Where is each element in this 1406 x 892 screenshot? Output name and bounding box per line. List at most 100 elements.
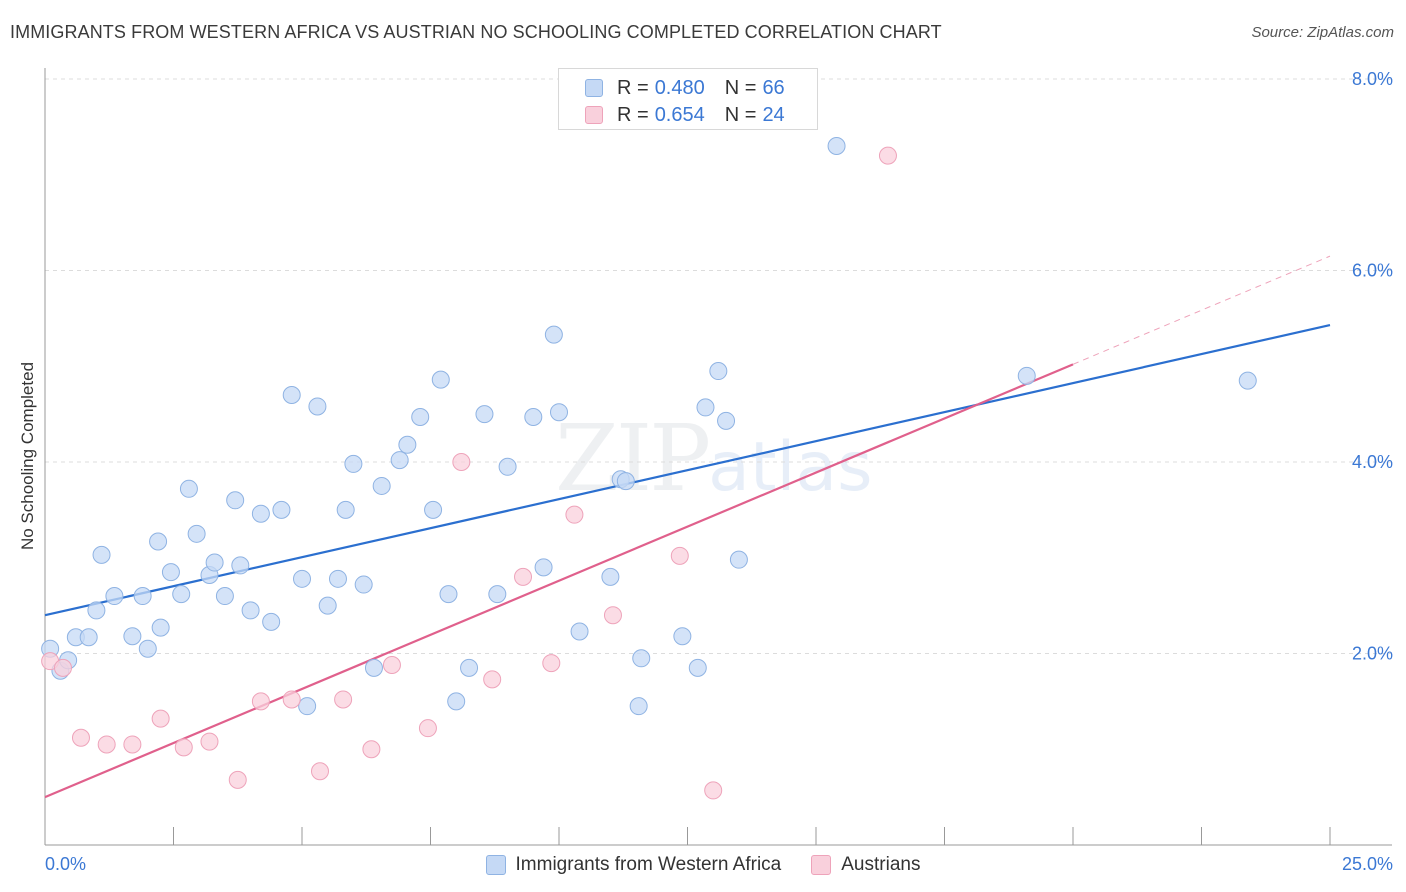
data-point-immigrants: [354, 575, 373, 594]
legend-swatch-pink: [585, 106, 603, 124]
data-point-immigrants: [439, 585, 458, 604]
data-point-austrians: [514, 567, 533, 586]
data-point-immigrants: [827, 137, 846, 156]
legend-r-value: 0.654: [654, 103, 705, 126]
data-point-immigrants: [215, 587, 234, 606]
legend-n-label: N =: [724, 76, 757, 99]
y-tick-label: 4.0%: [1352, 452, 1393, 472]
data-point-immigrants: [632, 649, 651, 668]
legend-label-immigrants: Immigrants from Western Africa: [515, 854, 782, 875]
data-point-immigrants: [105, 587, 124, 606]
data-point-immigrants: [149, 532, 168, 551]
data-point-immigrants: [460, 658, 479, 677]
data-point-immigrants: [298, 697, 317, 716]
legend-n-value: 66: [762, 76, 785, 99]
data-point-austrians: [542, 654, 561, 673]
data-point-immigrants: [498, 457, 517, 476]
data-point-immigrants: [570, 622, 589, 641]
data-points: [41, 137, 1257, 800]
data-point-austrians: [603, 606, 622, 625]
data-point-austrians: [362, 740, 381, 759]
data-point-immigrants: [390, 451, 409, 470]
data-point-immigrants: [709, 362, 728, 381]
data-point-immigrants: [318, 596, 337, 615]
data-point-immigrants: [411, 407, 430, 426]
data-point-immigrants: [475, 405, 494, 424]
data-point-immigrants: [138, 639, 157, 658]
legend-item-austrians: Austrians: [811, 854, 920, 876]
data-point-austrians: [97, 735, 116, 754]
trend-line-immigrants: [44, 324, 1331, 617]
data-point-immigrants: [688, 658, 707, 677]
data-point-austrians: [334, 690, 353, 709]
data-point-immigrants: [550, 403, 568, 422]
trend-line-austrians: [44, 363, 1074, 799]
data-point-immigrants: [372, 476, 391, 495]
legend-r-value: 0.480: [654, 76, 705, 99]
data-point-austrians: [282, 690, 301, 709]
watermark-atlas: atlas: [708, 428, 873, 507]
data-point-immigrants: [172, 585, 191, 604]
data-point-immigrants: [133, 587, 152, 606]
data-point-immigrants: [179, 479, 198, 498]
data-point-immigrants: [629, 697, 648, 716]
data-point-austrians: [704, 781, 723, 800]
legend-r-label: R =: [617, 103, 649, 126]
data-point-immigrants: [282, 385, 301, 404]
data-point-immigrants: [251, 504, 270, 523]
data-point-immigrants: [488, 585, 507, 604]
legend-swatch-pink: [811, 855, 832, 875]
data-point-immigrants: [293, 569, 311, 588]
data-point-immigrants: [424, 500, 443, 519]
legend-swatch-blue: [585, 79, 603, 97]
data-point-immigrants: [431, 370, 450, 389]
series-legend: Immigrants from Western Africa Austrians: [0, 852, 1406, 878]
trend-extension-austrians: [1072, 255, 1331, 365]
y-tick-label: 2.0%: [1352, 644, 1393, 664]
correlation-legend: R = 0.480 N = 66 R = 0.654 N = 24: [558, 68, 818, 130]
data-point-immigrants: [92, 545, 111, 564]
data-point-immigrants: [231, 556, 250, 575]
legend-r-label: R =: [617, 76, 649, 99]
y-tick-label: 8.0%: [1352, 69, 1393, 89]
data-point-austrians: [310, 762, 329, 781]
data-point-immigrants: [272, 500, 291, 519]
data-point-immigrants: [151, 618, 170, 637]
data-point-austrians: [452, 453, 471, 471]
legend-n-label: N =: [724, 103, 757, 126]
data-point-immigrants: [1238, 371, 1257, 390]
data-point-immigrants: [616, 472, 635, 491]
data-point-immigrants: [364, 658, 383, 677]
legend-swatch-blue: [485, 855, 506, 875]
data-point-immigrants: [534, 558, 553, 577]
data-point-austrians: [228, 770, 247, 789]
legend-row-immigrants: R = 0.480 N = 66: [585, 77, 785, 99]
data-point-immigrants: [336, 500, 355, 519]
data-point-immigrants: [447, 692, 466, 711]
data-point-austrians: [418, 719, 437, 738]
source-attribution: Source: ZipAtlas.com: [1251, 24, 1394, 41]
data-point-austrians: [71, 728, 90, 747]
data-point-immigrants: [262, 612, 281, 631]
legend-label-austrians: Austrians: [841, 854, 921, 875]
data-point-immigrants: [673, 627, 692, 646]
legend-item-immigrants: Immigrants from Western Africa: [485, 854, 782, 876]
trend-lines: [44, 255, 1331, 799]
data-point-immigrants: [601, 567, 620, 586]
data-point-austrians: [123, 735, 142, 754]
data-point-immigrants: [717, 411, 736, 430]
data-point-immigrants: [241, 601, 260, 620]
data-point-immigrants: [308, 397, 327, 416]
data-point-austrians: [174, 738, 193, 757]
data-point-austrians: [151, 709, 170, 728]
axes: [44, 68, 1392, 846]
data-point-immigrants: [696, 398, 715, 417]
x-tick-label: 0.0%: [45, 854, 86, 874]
legend-row-austrians: R = 0.654 N = 24: [585, 104, 785, 126]
data-point-austrians: [251, 692, 270, 711]
data-point-immigrants: [729, 550, 748, 569]
data-point-austrians: [483, 670, 502, 689]
data-point-immigrants: [524, 407, 543, 426]
data-point-immigrants: [1017, 366, 1036, 385]
